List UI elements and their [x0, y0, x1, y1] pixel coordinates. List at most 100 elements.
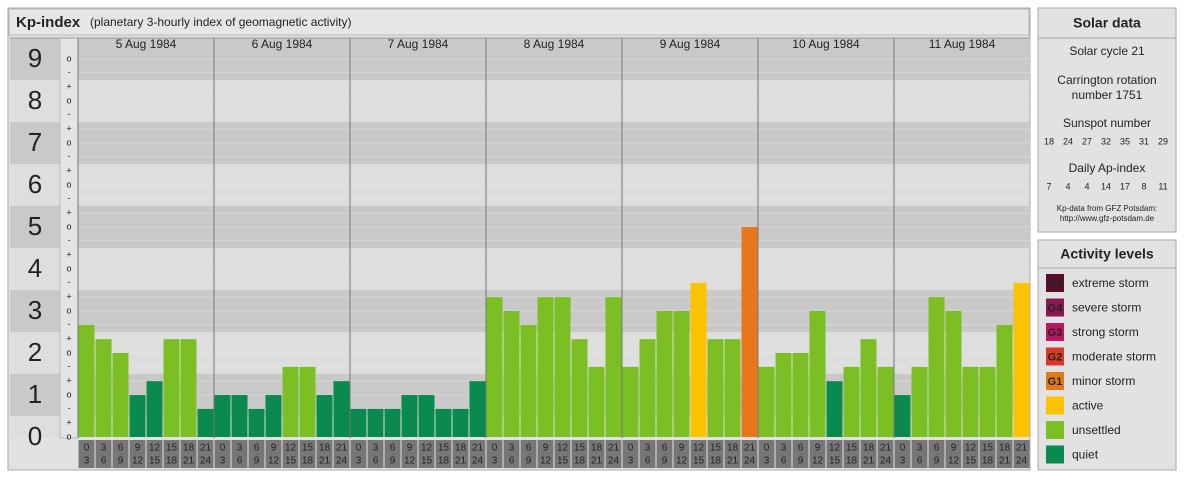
legend-label: minor storm: [1072, 374, 1135, 388]
hour-label: 15: [693, 456, 705, 467]
hour-box: [350, 440, 367, 468]
hour-label: 6: [917, 456, 923, 467]
bar: [367, 408, 384, 437]
ap-value: 7: [1046, 181, 1051, 191]
day-label: 5 Aug 1984: [116, 37, 177, 51]
hour-box: [843, 440, 860, 468]
bar: [418, 395, 435, 437]
hour-box: [486, 440, 503, 468]
source: Kp-data from GFZ Potsdam:: [1057, 204, 1157, 213]
hour-label: 3: [492, 456, 498, 467]
legend-title: Activity levels: [1060, 246, 1154, 262]
hour-label: 9: [934, 456, 940, 467]
hour-label: 12: [268, 456, 280, 467]
bar: [690, 282, 707, 437]
legend-swatch: [1046, 298, 1064, 317]
bar: [129, 395, 146, 437]
bar: [95, 339, 112, 437]
title-bar: [8, 8, 1030, 36]
hour-box: [928, 440, 945, 468]
hour-label: 15: [438, 443, 450, 454]
y-minor-label: o: [66, 431, 71, 441]
legend-code: G4: [1048, 302, 1064, 314]
hour-box: [962, 440, 979, 468]
bar: [554, 297, 571, 437]
hour-label: 6: [798, 443, 804, 454]
hour-box: [826, 440, 843, 468]
legend-label: severe storm: [1072, 301, 1141, 315]
bar: [724, 339, 741, 437]
hour-label: 18: [183, 443, 195, 454]
hour-label: 15: [285, 456, 297, 467]
sunspot-number: 29: [1158, 136, 1168, 146]
hour-label: 21: [472, 443, 484, 454]
bar: [622, 366, 639, 437]
bar: [673, 311, 690, 437]
legend-swatch: [1046, 445, 1064, 464]
sunspot-number: 31: [1139, 136, 1149, 146]
y-minor-label: -: [68, 319, 71, 329]
hour-box: [418, 440, 435, 468]
bar: [979, 366, 996, 437]
carrington: Carrington rotation: [1057, 73, 1156, 87]
sunspot-number: 24: [1063, 136, 1073, 146]
legend-label: unsettled: [1072, 423, 1121, 437]
bar: [639, 339, 656, 437]
hour-box: [214, 440, 231, 468]
legend-code: G3: [1048, 327, 1063, 339]
hour-label: 12: [948, 456, 960, 467]
bar: [486, 297, 503, 437]
hour-label: 12: [676, 456, 688, 467]
hour-label: 6: [118, 443, 124, 454]
day-label: 6 Aug 1984: [252, 37, 313, 51]
y-minor-label: +: [66, 334, 71, 344]
hour-label: 3: [356, 456, 362, 467]
y-minor-label: o: [66, 221, 71, 231]
legend-swatch: [1046, 274, 1064, 292]
bar: [435, 408, 452, 437]
hour-box: [554, 440, 571, 468]
hour-label: 12: [285, 443, 297, 454]
y-minor-label: o: [66, 305, 71, 315]
hour-box: [707, 440, 724, 468]
y-minor-label: +: [66, 292, 71, 302]
bar: [758, 366, 775, 437]
hour-box: [809, 440, 826, 468]
hour-box: [622, 440, 639, 468]
hour-label: 18: [710, 456, 722, 467]
hour-label: 12: [404, 456, 416, 467]
hour-box: [1013, 440, 1030, 468]
hour-label: 9: [118, 456, 124, 467]
hour-box: [741, 440, 758, 468]
bar: [520, 324, 537, 437]
ap-value: 8: [1141, 181, 1146, 191]
bar: [860, 339, 877, 437]
hour-label: 12: [812, 456, 824, 467]
solar-panel: [1037, 7, 1177, 233]
y-tick-label: 9: [28, 43, 42, 73]
hour-label: 15: [302, 443, 314, 454]
sunspot-number: 32: [1101, 136, 1111, 146]
bar: [333, 381, 350, 437]
legend-code: G5: [1048, 278, 1063, 290]
day-label: 11 Aug 1984: [929, 37, 996, 51]
hour-box: [146, 440, 163, 468]
hour-label: 18: [727, 443, 739, 454]
bar: [996, 324, 1013, 437]
bar: [316, 395, 333, 437]
hour-box: [979, 440, 996, 468]
hour-label: 6: [390, 443, 396, 454]
bar: [945, 311, 962, 437]
y-minor-label: -: [68, 235, 71, 245]
hour-label: 18: [455, 443, 467, 454]
hour-label: 21: [336, 443, 348, 454]
y-minor-label: +: [66, 124, 71, 134]
hour-label: 21: [999, 456, 1011, 467]
bar: [588, 366, 605, 437]
hour-box: [758, 440, 775, 468]
hour-label: 9: [662, 456, 668, 467]
hour-box: [112, 440, 129, 468]
hour-label: 21: [200, 443, 212, 454]
hour-label: 21: [183, 456, 195, 467]
hour-box: [129, 440, 146, 468]
